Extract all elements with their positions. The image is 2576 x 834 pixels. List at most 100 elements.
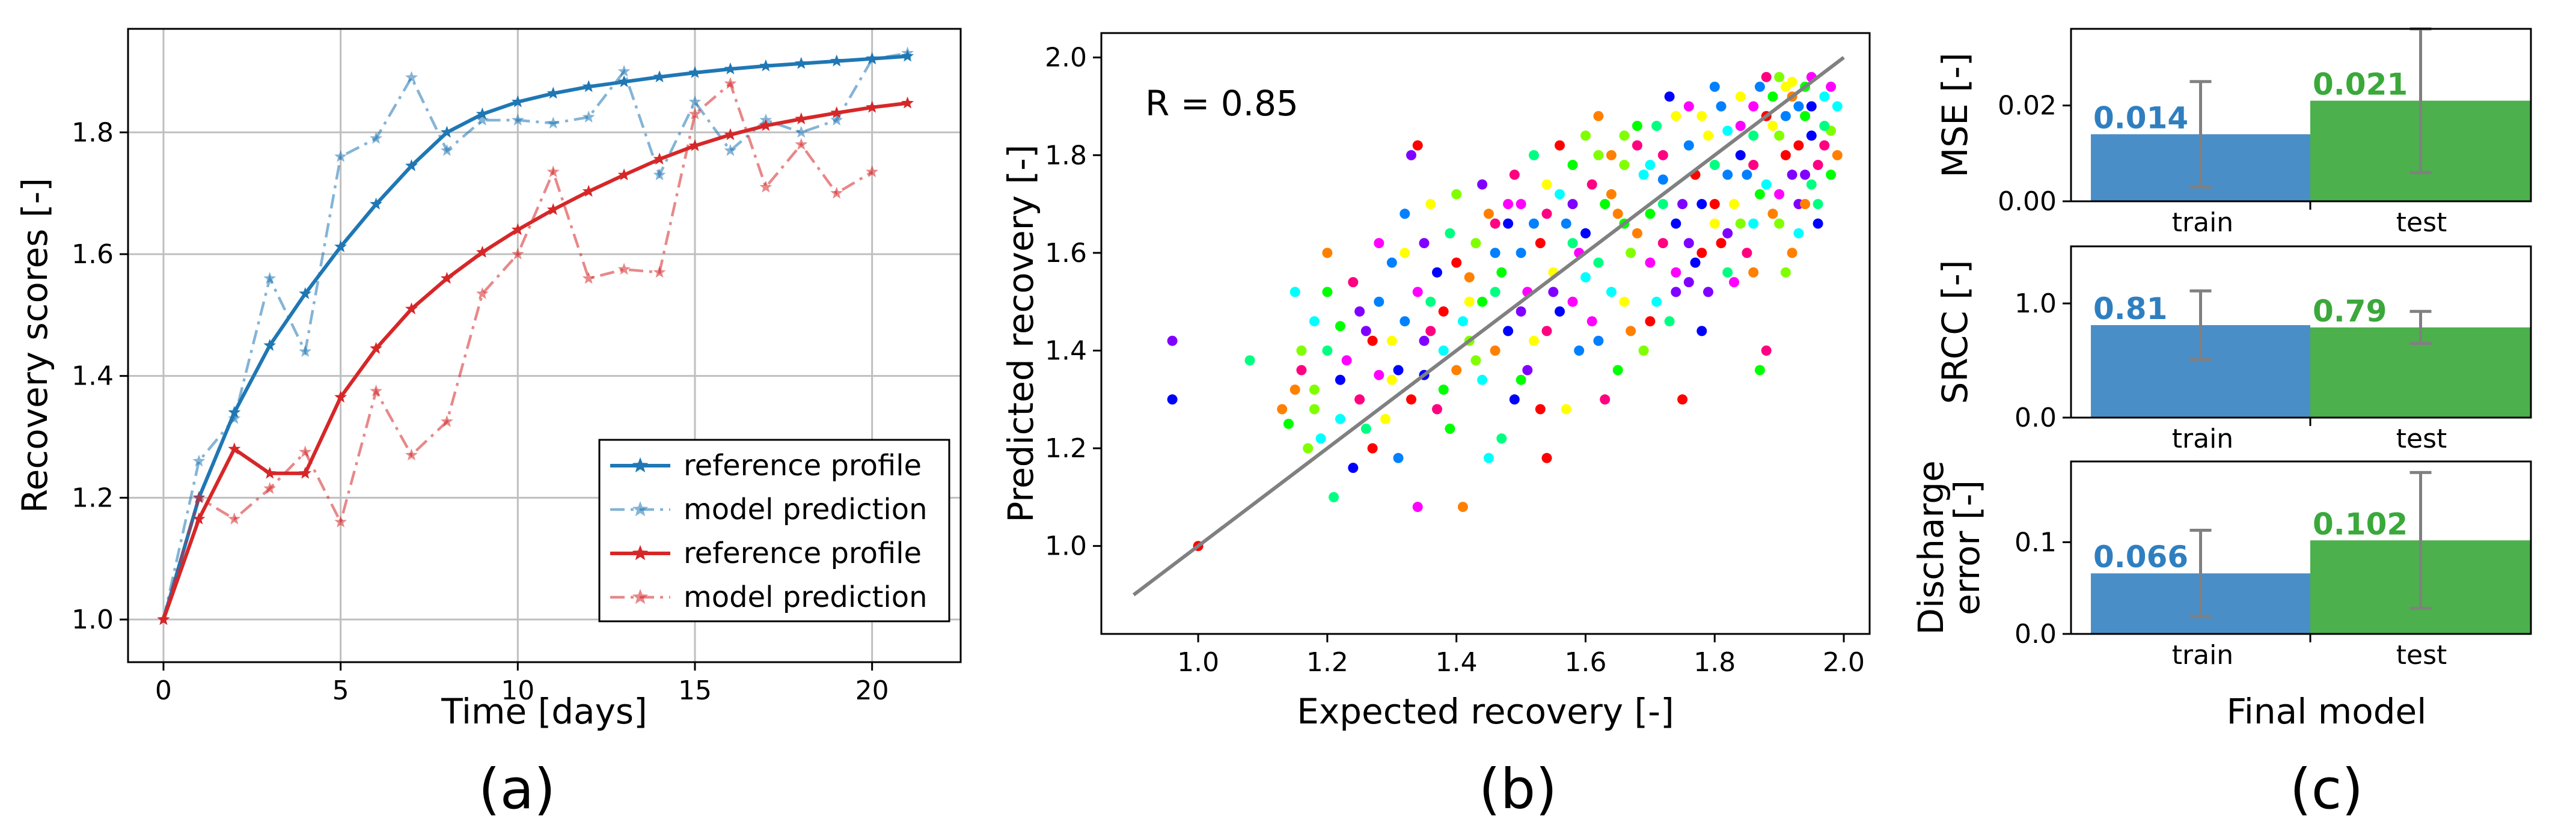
x-tick-label: 5 bbox=[332, 675, 349, 706]
data-point-star bbox=[866, 165, 879, 178]
scatter-point bbox=[1729, 277, 1739, 288]
scatter-point bbox=[1748, 267, 1759, 278]
scatter-point bbox=[1664, 91, 1675, 102]
y-tick-label: 0.0 bbox=[2015, 403, 2057, 433]
scatter-point bbox=[1742, 169, 1752, 180]
data-point-star bbox=[759, 59, 772, 72]
legend-label: reference profile bbox=[684, 537, 922, 570]
scatter-point bbox=[1748, 130, 1759, 141]
scatter-point bbox=[1793, 140, 1804, 151]
data-point-star bbox=[901, 46, 914, 59]
scatter-point bbox=[1419, 335, 1430, 346]
bar-value-label: 0.81 bbox=[2093, 291, 2167, 326]
line-chart-panel: 0 5 10 15 20 1.0 1.2 1.4 1.6 1.8 reference profile… bbox=[14, 28, 962, 732]
scatter-point bbox=[1516, 248, 1526, 258]
data-point-star bbox=[511, 95, 524, 108]
data-point-star bbox=[299, 466, 312, 479]
data-point-star bbox=[476, 287, 489, 299]
scatter-point bbox=[1683, 101, 1694, 112]
scatter-point bbox=[1283, 418, 1294, 429]
panel-label-b: (b) bbox=[1479, 757, 1557, 821]
scatter-point bbox=[1348, 463, 1359, 473]
data-point-star bbox=[582, 111, 595, 123]
scatter-point bbox=[1774, 189, 1785, 199]
subplot-frame bbox=[2070, 28, 2532, 202]
scatter-point bbox=[1619, 296, 1630, 307]
data-point-star bbox=[688, 95, 702, 108]
data-point-star bbox=[334, 515, 347, 528]
scatter-point bbox=[1651, 121, 1662, 131]
scatter-point bbox=[1645, 257, 1656, 268]
scatter-point bbox=[1393, 452, 1404, 463]
scatter-point bbox=[1787, 169, 1797, 180]
y-axis-label-line2: error [-] bbox=[1947, 480, 1987, 615]
scatter-point bbox=[1529, 335, 1539, 346]
data-point-star bbox=[511, 114, 524, 126]
scatter-point bbox=[1567, 238, 1578, 249]
plot-frame bbox=[127, 28, 962, 663]
data-point-star bbox=[263, 482, 277, 495]
scatter-point bbox=[1393, 365, 1404, 376]
scatter-point bbox=[1412, 287, 1423, 297]
x-tick-label: 1.0 bbox=[1177, 647, 1219, 678]
scatter-point bbox=[1503, 326, 1514, 336]
scatter-point bbox=[1722, 169, 1733, 180]
data-point-star bbox=[370, 385, 382, 397]
scatter-point bbox=[1412, 140, 1423, 151]
scatter-point bbox=[1761, 345, 1772, 356]
scatter-point bbox=[1483, 208, 1494, 219]
scatter-point bbox=[1600, 199, 1611, 210]
scatter-point bbox=[1664, 316, 1675, 327]
y-tick-label: 1.2 bbox=[72, 482, 114, 513]
scatter-point bbox=[1580, 272, 1591, 282]
scatter-point bbox=[1516, 374, 1526, 385]
scatter-point bbox=[1767, 91, 1778, 102]
data-point-star bbox=[830, 186, 843, 199]
scatter-point bbox=[1425, 199, 1436, 210]
data-point-star bbox=[299, 345, 312, 357]
scatter-point bbox=[1445, 424, 1455, 434]
scatter-point bbox=[1535, 238, 1546, 249]
scatter-point bbox=[1470, 238, 1481, 249]
scatter-point bbox=[1626, 248, 1636, 258]
scatter-point bbox=[1813, 218, 1823, 229]
data-point-star bbox=[688, 66, 702, 78]
x-axis-label: Time [days] bbox=[441, 691, 647, 732]
scatter-point bbox=[1445, 228, 1455, 239]
data-point-star bbox=[228, 442, 241, 455]
data-point-star bbox=[405, 302, 418, 315]
legend-marker bbox=[632, 457, 649, 473]
scatter-point bbox=[1541, 326, 1552, 336]
scatter-point bbox=[1464, 272, 1475, 282]
correlation-annotation: R = 0.85 bbox=[1145, 83, 1299, 124]
data-point-star bbox=[334, 240, 347, 252]
scatter-point bbox=[1477, 296, 1488, 307]
data-point-star bbox=[795, 126, 808, 138]
scatter-point bbox=[1806, 101, 1817, 112]
y-tick-label: 0.0 bbox=[2015, 619, 2057, 650]
data-point-star bbox=[582, 184, 595, 197]
x-tick-label: 1.6 bbox=[1564, 647, 1606, 678]
scatter-point bbox=[1632, 140, 1642, 151]
scatter-point bbox=[1696, 111, 1707, 121]
x-tick-label: 10 bbox=[501, 675, 534, 706]
scatter-point bbox=[1586, 316, 1597, 327]
scatter-point bbox=[1425, 326, 1436, 336]
scatter-point bbox=[1593, 150, 1604, 160]
data-point-star bbox=[901, 96, 914, 109]
data-point-star bbox=[511, 223, 524, 236]
scatter-point bbox=[1793, 101, 1804, 112]
y-tick-label: 1.2 bbox=[1045, 433, 1087, 464]
scatter-point bbox=[1813, 160, 1823, 170]
y-tick-label: 1.4 bbox=[1045, 335, 1087, 366]
data-point-star bbox=[263, 466, 277, 479]
series-line bbox=[162, 52, 908, 620]
scatter-point bbox=[1457, 316, 1468, 327]
scatter-point bbox=[1419, 238, 1430, 249]
data-point-star bbox=[582, 80, 595, 93]
scatter-point bbox=[1529, 150, 1539, 160]
scatter-point bbox=[1541, 179, 1552, 190]
x-tick-label: train bbox=[2172, 424, 2233, 454]
scatter-point bbox=[1309, 385, 1320, 395]
scatter-chart-panel: 1.0 1.2 1.4 1.6 1.8 2.0 1.0 1.2 1.4 1.6 1.8 2.0 R = … bbox=[1000, 32, 1871, 732]
